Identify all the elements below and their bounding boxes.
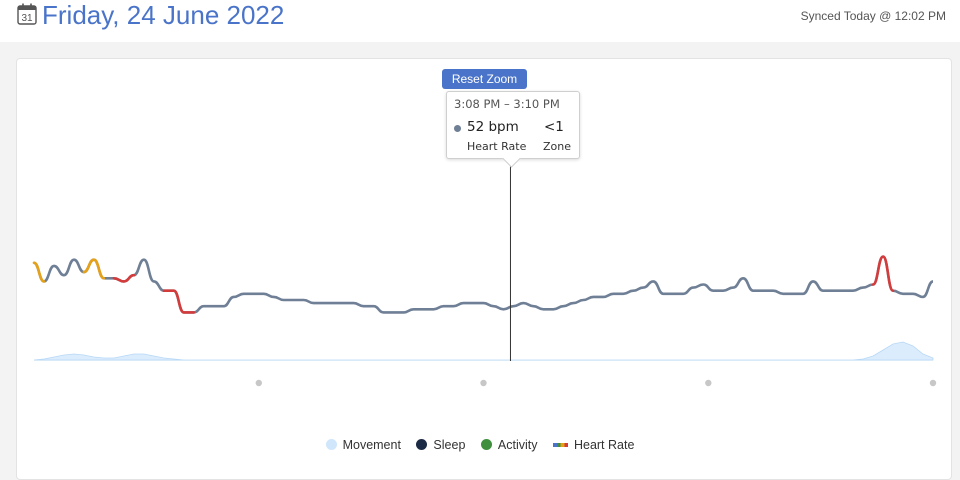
legend-sleep-dot: [416, 439, 428, 450]
calendar-day: 31: [21, 13, 33, 24]
tooltip-bpm: 52 bpm: [467, 119, 519, 135]
legend-item-sleep[interactable]: Sleep: [416, 438, 465, 452]
sync-status: Synced Today @ 12:02 PM: [800, 9, 946, 23]
tooltip-series-dot: [454, 125, 461, 132]
x-axis-tick-dot-0: [255, 379, 262, 387]
heart-rate-zone-segment-3: [162, 289, 196, 314]
x-axis-tick-dot-2: [705, 379, 712, 387]
x-axis-tick-dot-3: [929, 379, 937, 387]
tooltip-zone-label: Zone: [543, 140, 572, 153]
page-title: Friday, 24 June 2022: [42, 0, 285, 30]
heart-rate-zone-segment-0: [32, 261, 46, 283]
legend-heart-rate-bar: [552, 443, 568, 447]
heart-rate-chart[interactable]: [0, 0, 960, 461]
legend-item-heart-rate[interactable]: Heart Rate: [552, 438, 635, 452]
legend-item-movement[interactable]: Movement: [325, 438, 401, 452]
tooltip-heart-rate-label: Heart Rate: [467, 140, 527, 153]
tooltip-time-range: 3:08 PM – 3:10 PM: [454, 97, 560, 111]
heart-rate-zone-segment-2: [112, 273, 136, 283]
heart-rate-line: [33, 255, 934, 314]
legend-heart-rate-label: Heart Rate: [573, 438, 635, 452]
calendar-icon[interactable]: 31: [17, 3, 37, 25]
page-header: 31 Friday, 24 June 2022 Synced Today @ 1…: [0, 0, 960, 42]
reset-zoom-button[interactable]: Reset Zoom: [442, 69, 527, 89]
legend-activity-dot: [480, 439, 492, 450]
legend-sleep-label: Sleep: [433, 438, 466, 452]
x-axis-tick-dot-1: [480, 379, 487, 387]
legend-activity-label: Activity: [497, 438, 538, 452]
chart-tooltip: 3:08 PM – 3:10 PM 52 bpm <1 Heart Rate Z…: [446, 91, 580, 159]
legend-movement-label: Movement: [342, 438, 401, 452]
legend-movement-dot: [325, 439, 337, 450]
legend-item-activity[interactable]: Activity: [480, 438, 538, 452]
heart-rate-zone-segment-4: [871, 255, 895, 292]
tooltip-zone-value: <1: [544, 119, 564, 135]
chart-legend: Movement Sleep Activity Heart Rate: [0, 438, 960, 456]
heart-rate-zone-segment-1: [82, 258, 106, 280]
movement-area: [33, 341, 934, 361]
